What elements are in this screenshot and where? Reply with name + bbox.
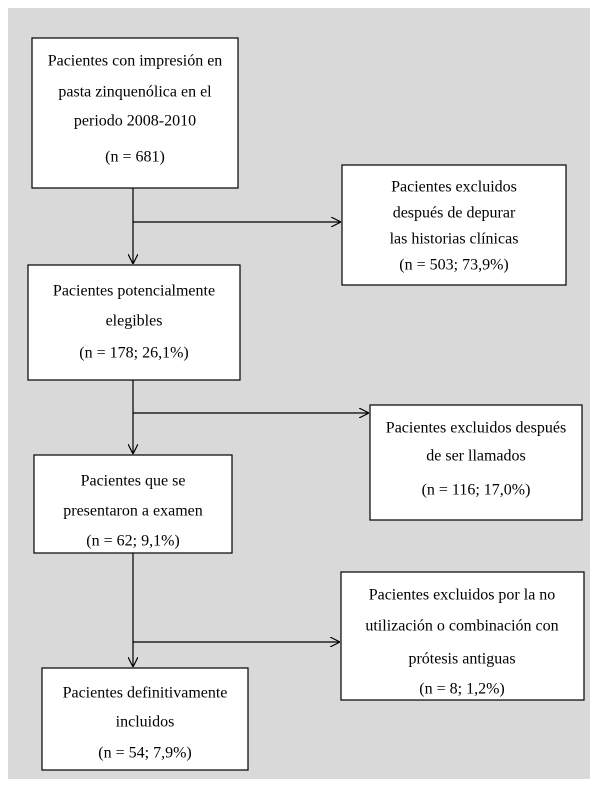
box-text: las historias clínicas <box>390 231 519 248</box>
box-text: (n = 503; 73,9%) <box>399 257 508 274</box>
box: Pacientes excluidos después de depurar l… <box>341 164 567 286</box>
box-text: Pacientes que se <box>81 473 186 490</box>
box: Pacientes excluidos después de ser llama… <box>369 404 583 521</box>
box: Pacientes excluidos por la no utilizació… <box>340 571 585 701</box>
box: Pacientes definitivamente incluidos (n =… <box>41 667 249 771</box>
box-text: elegibles <box>106 313 163 330</box>
box-text: (n = 178; 26,1%) <box>79 345 188 362</box>
box-text: Pacientes excluidos después <box>386 420 566 437</box>
box-text: Pacientes con impresión en <box>48 53 223 70</box>
box-text: Pacientes excluidos por la no <box>369 587 556 604</box>
box-text: Pacientes definitivamente <box>63 685 228 702</box>
box-text: incluidos <box>116 714 175 731</box>
box-text: Pacientes potencialmente <box>53 283 215 300</box>
box: Pacientes con impresión en pasta zinquen… <box>31 37 239 189</box>
box-text: utilización o combinación con <box>365 618 558 635</box>
box-text: (n = 8; 1,2%) <box>419 681 504 698</box>
box-text: (n = 62; 9,1%) <box>86 533 179 550</box>
box-text: después de depurar <box>393 205 516 222</box>
box-text: periodo 2008-2010 <box>74 113 196 130</box>
box: Pacientes que se presentaron a examen (n… <box>33 454 233 554</box>
box-text: (n = 681) <box>105 149 165 166</box>
box-text: (n = 54; 7,9%) <box>98 745 191 762</box>
box: Pacientes potencialmente elegibles (n = … <box>27 264 241 381</box>
box-text: (n = 116; 17,0%) <box>422 482 531 499</box>
box-text: prótesis antiguas <box>408 651 515 668</box>
box-text: Pacientes excluidos <box>391 179 517 196</box>
box-text: pasta zinquenólica en el <box>58 84 212 101</box>
box-text: presentaron a examen <box>63 503 202 520</box>
box-text: de ser llamados <box>426 448 526 465</box>
